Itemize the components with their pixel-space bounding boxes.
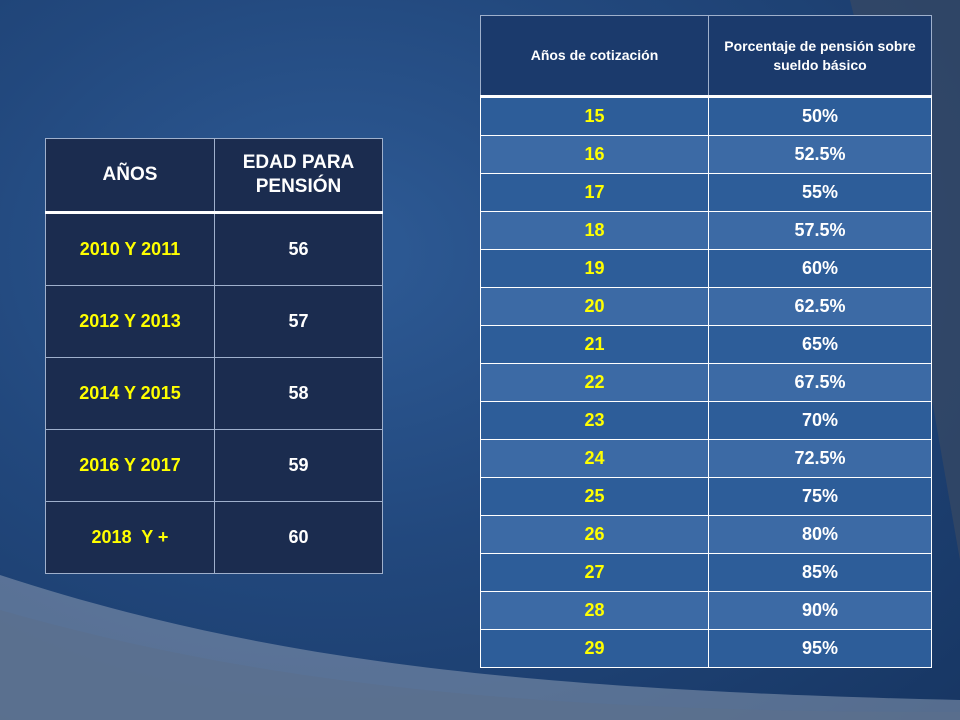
row-porcentaje: 65% bbox=[708, 325, 932, 364]
row-years: 2014 Y 2015 bbox=[45, 357, 215, 430]
row-years-cotizacion: 17 bbox=[480, 173, 709, 212]
table-row: 27 85% bbox=[480, 553, 932, 592]
header-edad-para-pension: EDAD PARA PENSIÓN bbox=[214, 138, 383, 214]
table-row: 25 75% bbox=[480, 477, 932, 516]
table-row: 18 57.5% bbox=[480, 211, 932, 250]
header-anos-de-cotizacion: Años de cotización bbox=[480, 15, 709, 98]
table-row: 2014 Y 2015 58 bbox=[45, 357, 383, 430]
row-years: 2012 Y 2013 bbox=[45, 285, 215, 358]
row-years-cotizacion: 26 bbox=[480, 515, 709, 554]
row-years-cotizacion: 21 bbox=[480, 325, 709, 364]
row-porcentaje: 80% bbox=[708, 515, 932, 554]
table-row: 28 90% bbox=[480, 591, 932, 630]
row-years: 2018 Y + bbox=[45, 501, 215, 574]
table-row: 21 65% bbox=[480, 325, 932, 364]
row-porcentaje: 85% bbox=[708, 553, 932, 592]
table-row: 15 50% bbox=[480, 96, 932, 136]
table-row: 23 70% bbox=[480, 401, 932, 440]
row-age: 57 bbox=[214, 285, 383, 358]
table-row: 2016 Y 2017 59 bbox=[45, 429, 383, 502]
table-row: 16 52.5% bbox=[480, 135, 932, 174]
table-row: 22 67.5% bbox=[480, 363, 932, 402]
pension-percentage-table: Años de cotización Porcentaje de pensión… bbox=[480, 15, 932, 668]
table-header-row: AÑOS EDAD PARA PENSIÓN bbox=[45, 138, 383, 214]
row-years-cotizacion: 29 bbox=[480, 629, 709, 668]
row-porcentaje: 75% bbox=[708, 477, 932, 516]
row-porcentaje: 90% bbox=[708, 591, 932, 630]
row-years-cotizacion: 19 bbox=[480, 249, 709, 288]
row-porcentaje: 67.5% bbox=[708, 363, 932, 402]
row-age: 60 bbox=[214, 501, 383, 574]
row-age: 58 bbox=[214, 357, 383, 430]
table-row: 19 60% bbox=[480, 249, 932, 288]
row-years-cotizacion: 23 bbox=[480, 401, 709, 440]
row-porcentaje: 95% bbox=[708, 629, 932, 668]
row-years: 2016 Y 2017 bbox=[45, 429, 215, 502]
row-porcentaje: 60% bbox=[708, 249, 932, 288]
row-porcentaje: 55% bbox=[708, 173, 932, 212]
row-porcentaje: 70% bbox=[708, 401, 932, 440]
row-years-cotizacion: 20 bbox=[480, 287, 709, 326]
row-porcentaje: 62.5% bbox=[708, 287, 932, 326]
table-header-row: Años de cotización Porcentaje de pensión… bbox=[480, 15, 932, 98]
table-row: 26 80% bbox=[480, 515, 932, 554]
row-years-cotizacion: 28 bbox=[480, 591, 709, 630]
table-row: 20 62.5% bbox=[480, 287, 932, 326]
table-row: 2018 Y + 60 bbox=[45, 501, 383, 574]
row-years-cotizacion: 27 bbox=[480, 553, 709, 592]
row-age: 56 bbox=[214, 212, 383, 286]
row-porcentaje: 50% bbox=[708, 96, 932, 136]
row-porcentaje: 52.5% bbox=[708, 135, 932, 174]
table-row: 17 55% bbox=[480, 173, 932, 212]
row-porcentaje: 57.5% bbox=[708, 211, 932, 250]
retirement-age-table: AÑOS EDAD PARA PENSIÓN 2010 Y 2011 56 20… bbox=[45, 138, 383, 574]
row-years-cotizacion: 15 bbox=[480, 96, 709, 136]
table-row: 2012 Y 2013 57 bbox=[45, 285, 383, 358]
row-years-cotizacion: 22 bbox=[480, 363, 709, 402]
header-porcentaje-de-pension: Porcentaje de pensión sobre sueldo básic… bbox=[708, 15, 932, 98]
row-years-cotizacion: 18 bbox=[480, 211, 709, 250]
table-row: 29 95% bbox=[480, 629, 932, 668]
row-years: 2010 Y 2011 bbox=[45, 212, 215, 286]
table-row: 2010 Y 2011 56 bbox=[45, 212, 383, 286]
row-years-cotizacion: 16 bbox=[480, 135, 709, 174]
row-years-cotizacion: 25 bbox=[480, 477, 709, 516]
header-anos: AÑOS bbox=[45, 138, 215, 214]
row-years-cotizacion: 24 bbox=[480, 439, 709, 478]
table-row: 24 72.5% bbox=[480, 439, 932, 478]
row-age: 59 bbox=[214, 429, 383, 502]
row-porcentaje: 72.5% bbox=[708, 439, 932, 478]
